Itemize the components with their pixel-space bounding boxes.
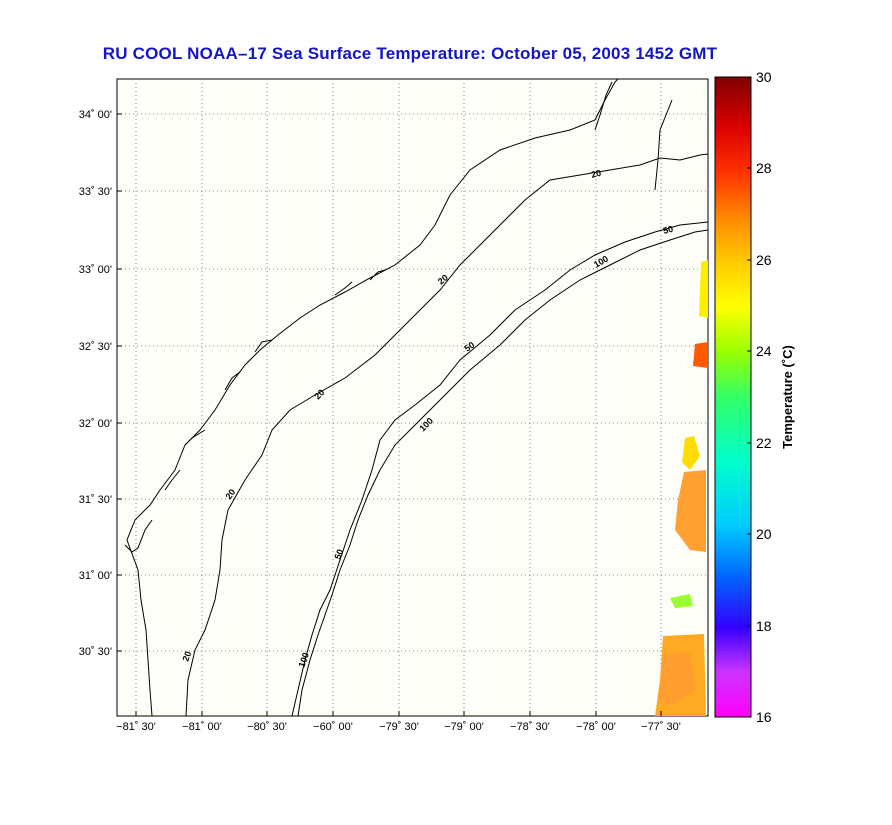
- sst-patch-north-orange: [693, 342, 708, 368]
- contour-label-20: 20: [223, 487, 237, 501]
- lon-label: −81˚ 00': [182, 721, 222, 733]
- lat-label: 31˚ 00': [79, 570, 112, 582]
- barrier-island: [594, 81, 613, 131]
- coastline-detail: [124, 269, 386, 553]
- colorbar-tick: 16: [756, 709, 772, 725]
- colorbar-tick: 26: [756, 252, 772, 268]
- colorbar-tick: 30: [756, 69, 772, 85]
- lat-label: 34˚ 00': [79, 109, 112, 121]
- colorbar-tick: 24: [756, 343, 772, 359]
- lat-label: 32˚ 30': [79, 341, 112, 353]
- contour-50: [291, 221, 708, 716]
- lon-label: −60˚ 00': [313, 721, 353, 733]
- sst-patch-mid-yellow: [682, 436, 700, 470]
- lat-label: 32˚ 00': [79, 418, 112, 430]
- gridlines: [117, 79, 708, 716]
- lon-label: −78˚ 30': [510, 721, 550, 733]
- lon-label: −78˚ 00': [576, 721, 616, 733]
- tick-marks: [117, 113, 662, 716]
- contour-label-50: 50: [462, 340, 476, 354]
- lat-label: 33˚ 30': [79, 186, 112, 198]
- colorbar-gradient: [714, 76, 752, 718]
- lat-labels: 34˚ 00' 33˚ 30' 33˚ 00' 32˚ 30' 32˚ 00' …: [79, 109, 112, 658]
- lat-label: 33˚ 00': [79, 264, 112, 276]
- contour-label-20: 20: [590, 168, 602, 180]
- sst-patch-south-hot: [658, 652, 695, 705]
- contour-label-20: 20: [180, 650, 193, 663]
- lon-label: −79˚ 00': [444, 721, 484, 733]
- lat-label: 30˚ 30': [79, 646, 112, 658]
- lon-label: −80˚ 30': [247, 721, 287, 733]
- sst-patch-green: [670, 594, 693, 608]
- coastline: [126, 79, 619, 716]
- contour-label-50: 50: [332, 548, 345, 561]
- colorbar: 30 28 26 24 22 20 18 16 Temperature (˚C): [714, 69, 795, 725]
- contour-100: [297, 229, 708, 716]
- plot-area: [116, 78, 709, 717]
- contour-label-20: 20: [436, 272, 450, 286]
- lat-label: 31˚ 30': [79, 494, 112, 506]
- sst-patch-mid: [675, 470, 706, 552]
- lon-label: −79˚ 30': [379, 721, 419, 733]
- lon-labels: −81˚ 30' −81˚ 00' −80˚ 30' −60˚ 00' −79˚…: [116, 721, 681, 733]
- lon-label: −81˚ 30': [116, 721, 156, 733]
- contour-20-offshore: [654, 99, 673, 191]
- colorbar-tick: 28: [756, 160, 772, 176]
- contour-20: [185, 153, 708, 716]
- contour-label-50: 50: [662, 224, 674, 236]
- contour-label-100: 100: [296, 651, 311, 669]
- colorbar-title: Temperature (˚C): [780, 345, 795, 449]
- sst-data: [655, 260, 708, 716]
- lon-label: −77˚ 30': [641, 721, 681, 733]
- chart-title: RU COOL NOAA–17 Sea Surface Temperature:…: [102, 44, 718, 63]
- sst-patch-north-yellow: [699, 260, 708, 318]
- colorbar-tick: 20: [756, 526, 772, 542]
- colorbar-tick: 18: [756, 618, 772, 634]
- colorbar-tick: 22: [756, 435, 772, 451]
